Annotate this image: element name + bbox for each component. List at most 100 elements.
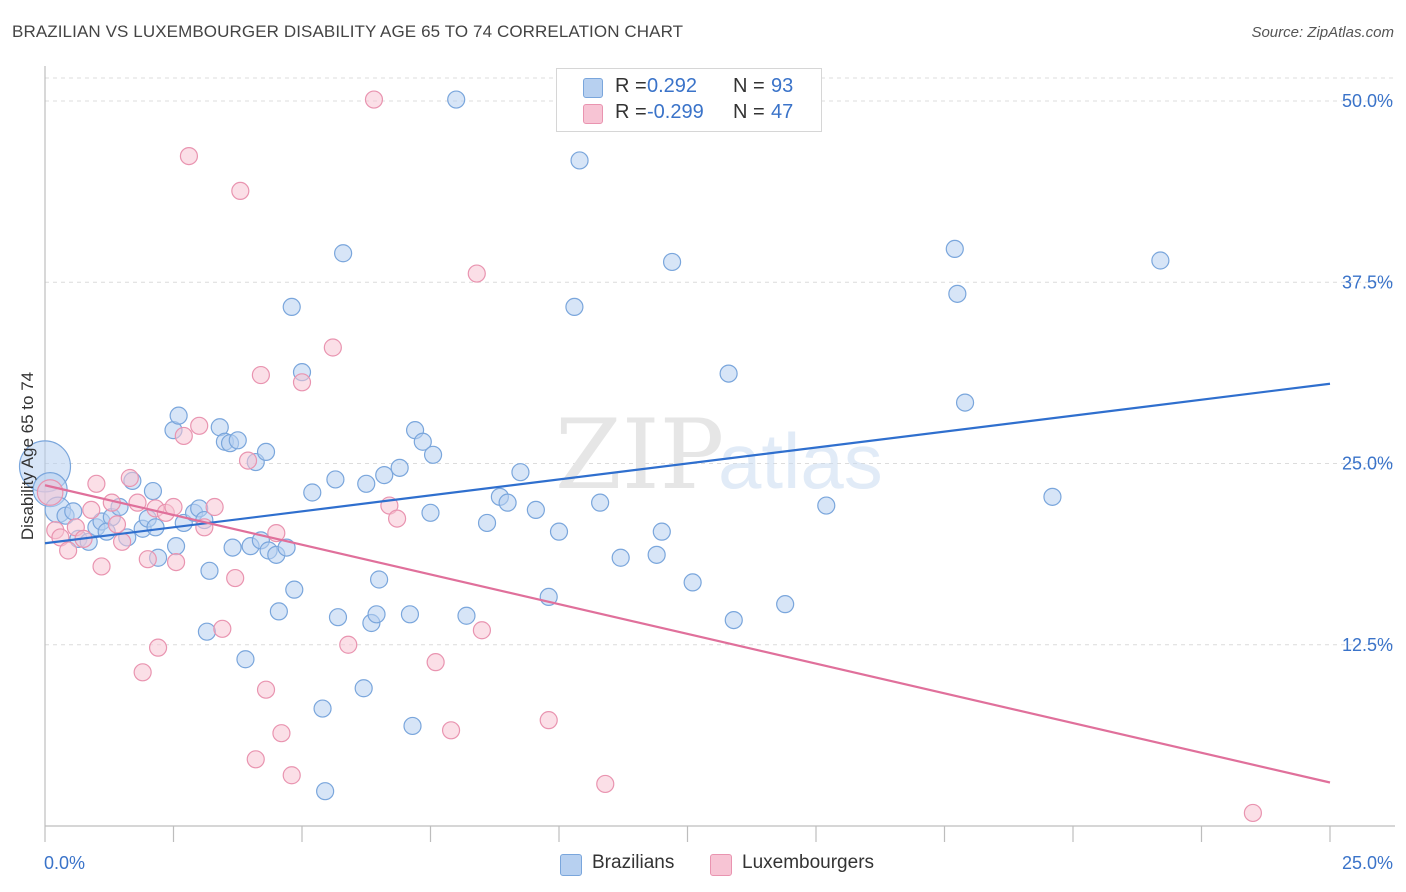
brazilian-point: [421, 503, 440, 522]
brazilian-point: [423, 445, 443, 464]
brazilian-point: [256, 442, 276, 461]
brazilian-point: [776, 595, 795, 614]
series-legend: Brazilians Luxembourgers: [0, 852, 1406, 878]
brazilian-point: [390, 458, 409, 477]
brazilian-point: [565, 297, 584, 316]
brazilian-point: [169, 406, 188, 425]
brazilian-point: [277, 538, 296, 557]
luxembourger-point: [251, 365, 270, 385]
brazilian-point: [223, 538, 242, 557]
brazilian-point: [591, 493, 610, 512]
brazilian-point: [303, 483, 322, 502]
gridlines: [45, 77, 1395, 646]
brazilians-swatch: [583, 78, 603, 98]
luxembourger-point: [120, 468, 139, 488]
r-label: R =: [615, 75, 647, 97]
luxembourger-point: [174, 426, 193, 446]
brazilian-point: [611, 548, 630, 567]
luxembourger-point: [190, 416, 209, 435]
brazilian-point: [719, 364, 738, 383]
luxembourger-point: [36, 479, 64, 506]
luxembourger-point: [87, 474, 106, 493]
luxembourgers-points: [36, 90, 1263, 823]
brazilian-point: [200, 561, 219, 580]
r-label: R =: [615, 101, 647, 123]
brazilian-point: [285, 580, 304, 599]
brazilian-point: [817, 496, 836, 515]
brazilian-point: [511, 463, 530, 482]
brazilian-point: [413, 432, 432, 451]
brazilian-point: [375, 466, 394, 485]
brazilian-point: [403, 716, 422, 736]
luxembourger-point: [213, 619, 232, 638]
correlation-legend: R = 0.292 N = 93 R = -0.299 N = 47: [556, 68, 822, 132]
luxembourger-point: [231, 181, 250, 200]
luxembourger-point: [272, 724, 291, 743]
brazilian-point: [1151, 251, 1170, 270]
brazilian-point: [64, 502, 83, 521]
luxembourger-point: [179, 147, 199, 166]
watermark-zip: ZIP: [555, 399, 724, 511]
luxembourger-point: [596, 774, 615, 794]
brazilian-point: [549, 522, 569, 541]
brazilian-point: [526, 500, 545, 519]
luxembourger-point: [539, 711, 558, 730]
brazilian-point: [1043, 487, 1062, 506]
luxembourger-point: [238, 451, 258, 470]
luxembourger-point: [138, 550, 157, 569]
n-value: 47: [771, 101, 794, 123]
x-tick-label: 0.0%: [44, 853, 85, 873]
brazilian-point: [647, 545, 666, 564]
luxembourger-point: [1243, 803, 1263, 823]
brazilian-point: [447, 90, 466, 109]
brazilian-point: [498, 493, 517, 512]
luxembourger-point: [292, 373, 312, 392]
luxembourger-point: [82, 500, 101, 519]
n-label: N =: [733, 75, 765, 97]
brazilians-swatch: [560, 854, 582, 876]
y-tick-label: 25.0%: [1342, 454, 1393, 474]
brazilian-point: [316, 782, 335, 801]
luxembourger-point: [426, 653, 445, 672]
y-tick-label: 50.0%: [1342, 91, 1393, 111]
tick-labels: 12.5% 25.0% 37.5% 50.0% 0.0% 25.0%: [44, 91, 1393, 873]
brazilian-point: [367, 605, 386, 624]
r-value: -0.299: [647, 101, 704, 123]
brazilian-point: [457, 606, 476, 625]
brazilian-point: [955, 393, 975, 412]
brazilian-point: [683, 573, 702, 592]
luxembourger-point: [226, 568, 245, 588]
n-label: N =: [733, 101, 765, 123]
n-value: 93: [771, 75, 794, 97]
brazilians-trend-line: [44, 382, 1331, 545]
x-tick-label: 25.0%: [1342, 853, 1393, 873]
brazilian-point: [143, 481, 163, 501]
brazilian-point: [948, 284, 967, 303]
luxembourger-point: [205, 497, 224, 517]
luxembourger-point: [246, 750, 265, 769]
chart-title: BRAZILIAN VS LUXEMBOURGER DISABILITY AGE…: [12, 22, 684, 41]
brazilian-point: [357, 474, 376, 493]
luxembourger-point: [282, 766, 301, 785]
brazilian-point: [570, 151, 589, 170]
brazilian-point: [146, 518, 165, 537]
brazilian-point: [236, 650, 255, 669]
brazilian-point: [945, 239, 964, 258]
luxembourger-point: [339, 635, 358, 654]
luxembourger-point: [364, 90, 384, 109]
brazilian-point: [662, 252, 682, 272]
y-tick-label: 37.5%: [1342, 272, 1393, 292]
luxembourgers-swatch: [710, 854, 732, 876]
watermark-atlas: atlas: [718, 417, 883, 505]
luxembourger-point: [92, 557, 111, 576]
brazilian-point: [400, 605, 420, 624]
brazilian-point: [328, 608, 348, 627]
y-tick-label: 12.5%: [1342, 635, 1393, 655]
axes: [44, 66, 1395, 842]
brazilian-point: [724, 610, 743, 630]
luxembourger-point: [133, 663, 152, 682]
brazilian-point: [228, 431, 247, 450]
brazilian-point: [370, 570, 389, 589]
brazilian-point: [313, 699, 332, 718]
